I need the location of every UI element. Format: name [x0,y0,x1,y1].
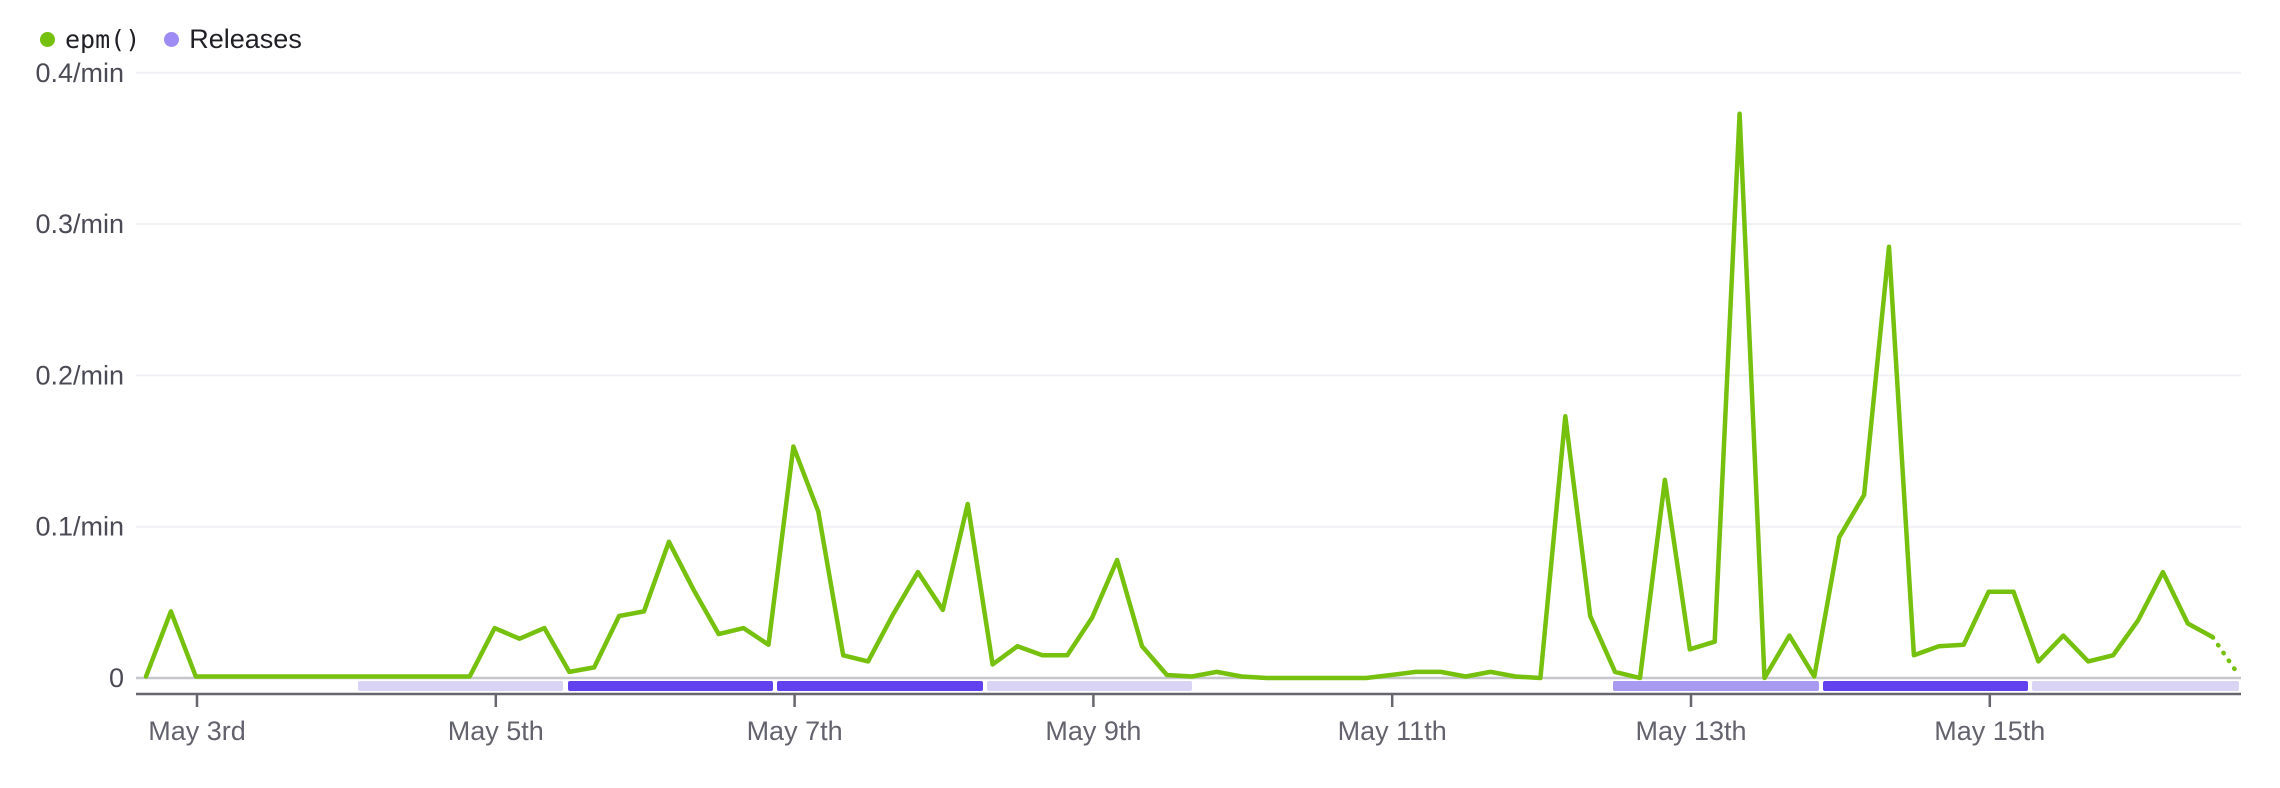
release-band[interactable] [2032,681,2239,691]
y-axis-label: 0.4/min [35,58,124,88]
y-axis-label: 0 [109,663,124,693]
x-axis-label: May 5th [448,716,544,746]
y-axis-label: 0.2/min [35,360,124,390]
legend-label-epm: epm() [65,25,141,54]
chart-legend: epm() Releases [40,26,302,53]
release-band[interactable] [568,681,773,691]
release-band[interactable] [358,681,563,691]
x-axis-label: May 15th [1934,716,2045,746]
releases-dot-icon [164,32,180,47]
legend-item-epm[interactable]: epm() [40,27,140,52]
legend-item-releases[interactable]: Releases [164,26,302,53]
x-axis-label: May 9th [1045,716,1141,746]
legend-label-releases: Releases [189,24,302,54]
release-band[interactable] [1823,681,2028,691]
epm-series-line-projected[interactable] [2210,634,2240,676]
epm-series-dot-icon [40,32,55,47]
x-axis-label: May 11th [1338,716,1447,746]
y-axis-label: 0.1/min [35,512,124,542]
x-axis-label: May 7th [747,716,843,746]
x-axis-label: May 3rd [148,716,246,746]
x-axis-label: May 13th [1635,716,1746,746]
release-band[interactable] [987,681,1192,691]
epm-series-line[interactable] [143,111,2215,681]
release-band[interactable] [777,681,983,691]
release-band[interactable] [1613,681,1819,691]
y-axis-label: 0.3/min [35,209,124,239]
